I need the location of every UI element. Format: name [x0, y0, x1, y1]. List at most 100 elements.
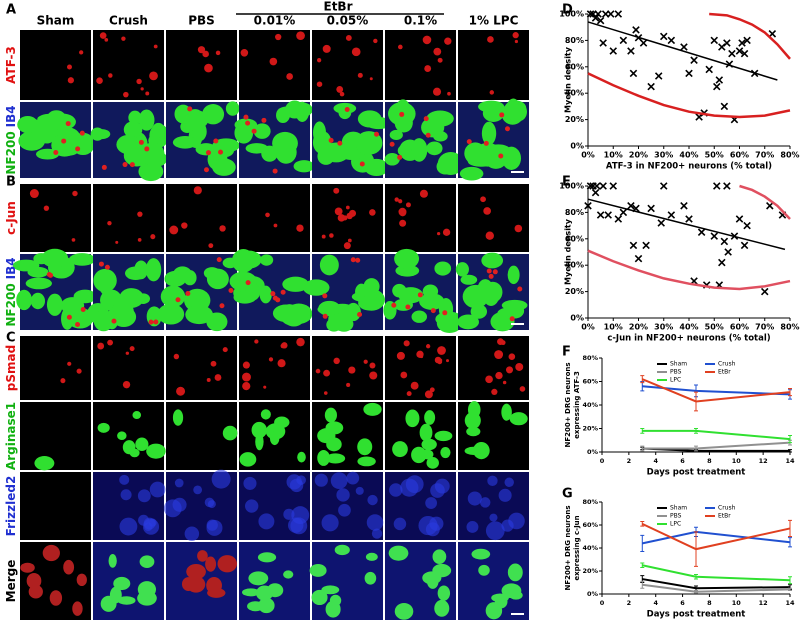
- cell: [63, 559, 75, 575]
- cell: [425, 497, 438, 509]
- nucleus: [75, 146, 81, 152]
- cell: [429, 387, 435, 393]
- cell: [393, 517, 407, 531]
- nucleus: [492, 269, 498, 275]
- cell: [346, 471, 360, 485]
- panel-label: A: [6, 3, 16, 18]
- nucleus: [243, 114, 249, 120]
- row-label: NF200 IB4: [4, 105, 18, 174]
- nucleus: [423, 116, 429, 122]
- cell: [369, 362, 376, 369]
- cell: [442, 228, 451, 236]
- y-tick-label: 20%: [582, 567, 598, 575]
- point: [680, 202, 688, 210]
- cell: [242, 382, 251, 391]
- nucleus: [187, 106, 193, 112]
- point: [713, 82, 721, 91]
- nucleus: [272, 168, 278, 174]
- micrograph-bg: [458, 184, 529, 252]
- micrograph: [20, 542, 91, 620]
- micrograph-bg: [93, 336, 164, 400]
- cell: [174, 478, 184, 488]
- cell: [411, 446, 427, 464]
- micrograph-bg: [20, 336, 91, 400]
- point: [735, 47, 744, 55]
- cell: [208, 243, 214, 249]
- cell: [363, 402, 382, 416]
- cell: [12, 259, 40, 272]
- cell: [519, 386, 526, 392]
- nucleus: [397, 154, 403, 160]
- cell: [222, 347, 228, 353]
- x-tick-label: 10: [732, 599, 742, 607]
- cell: [297, 451, 306, 463]
- cell: [123, 121, 143, 139]
- cell: [495, 371, 503, 380]
- cell: [169, 225, 179, 235]
- x-tick-label: 50%: [705, 323, 724, 332]
- micrograph: [239, 542, 310, 620]
- cell: [489, 513, 498, 522]
- line: [641, 378, 791, 403]
- x-tick-label: 2: [627, 599, 632, 607]
- cell: [447, 91, 451, 96]
- cell: [491, 388, 498, 396]
- cell: [480, 196, 486, 203]
- cell: [357, 438, 373, 456]
- cell: [142, 518, 160, 535]
- x-tick-label: 60%: [730, 151, 749, 160]
- nucleus: [148, 319, 154, 325]
- cell: [389, 129, 403, 141]
- cell: [329, 233, 334, 238]
- point: [723, 182, 731, 190]
- micrograph-bg: [93, 402, 164, 470]
- point: [718, 258, 726, 267]
- x-tick-label: 4: [653, 599, 658, 607]
- point: [685, 69, 693, 78]
- cell: [206, 268, 229, 290]
- cell: [239, 452, 257, 467]
- micrograph: [458, 336, 529, 400]
- cell: [333, 187, 340, 194]
- cell: [504, 477, 514, 488]
- point: [705, 65, 713, 74]
- line: [587, 21, 778, 81]
- nucleus: [322, 293, 328, 299]
- cell: [347, 238, 352, 243]
- cell: [43, 205, 50, 211]
- cell: [93, 268, 117, 293]
- micrograph: [166, 336, 237, 400]
- cell: [437, 57, 443, 63]
- cell: [104, 37, 109, 42]
- y-tick-label: 20%: [565, 115, 584, 124]
- cell: [467, 156, 495, 167]
- nucleus: [517, 286, 523, 292]
- cell: [210, 360, 217, 367]
- cell: [432, 549, 447, 564]
- nucleus: [66, 314, 72, 320]
- cell: [455, 262, 469, 277]
- cell: [60, 378, 66, 384]
- y-tick-label: 0%: [570, 314, 584, 323]
- cell: [314, 473, 328, 487]
- cell: [276, 107, 290, 124]
- y-tick-label: 20%: [582, 425, 598, 433]
- nucleus: [425, 132, 431, 138]
- cell: [185, 305, 213, 325]
- legend-label: LPC: [670, 521, 681, 528]
- cell: [193, 186, 202, 195]
- cell: [505, 302, 525, 319]
- x-tick-label: 80%: [780, 323, 799, 332]
- column-label: PBS: [188, 14, 215, 28]
- cell: [394, 197, 399, 202]
- cell: [296, 337, 305, 347]
- cell: [324, 407, 337, 423]
- x-tick-label: 10: [732, 457, 742, 465]
- cell: [67, 77, 75, 84]
- x-tick-label: 6: [680, 599, 685, 607]
- error-bar: [694, 590, 698, 594]
- point: [606, 10, 615, 18]
- cell: [440, 446, 451, 459]
- y-tick-label: 0%: [587, 590, 599, 598]
- legend-label: Sham: [670, 361, 687, 368]
